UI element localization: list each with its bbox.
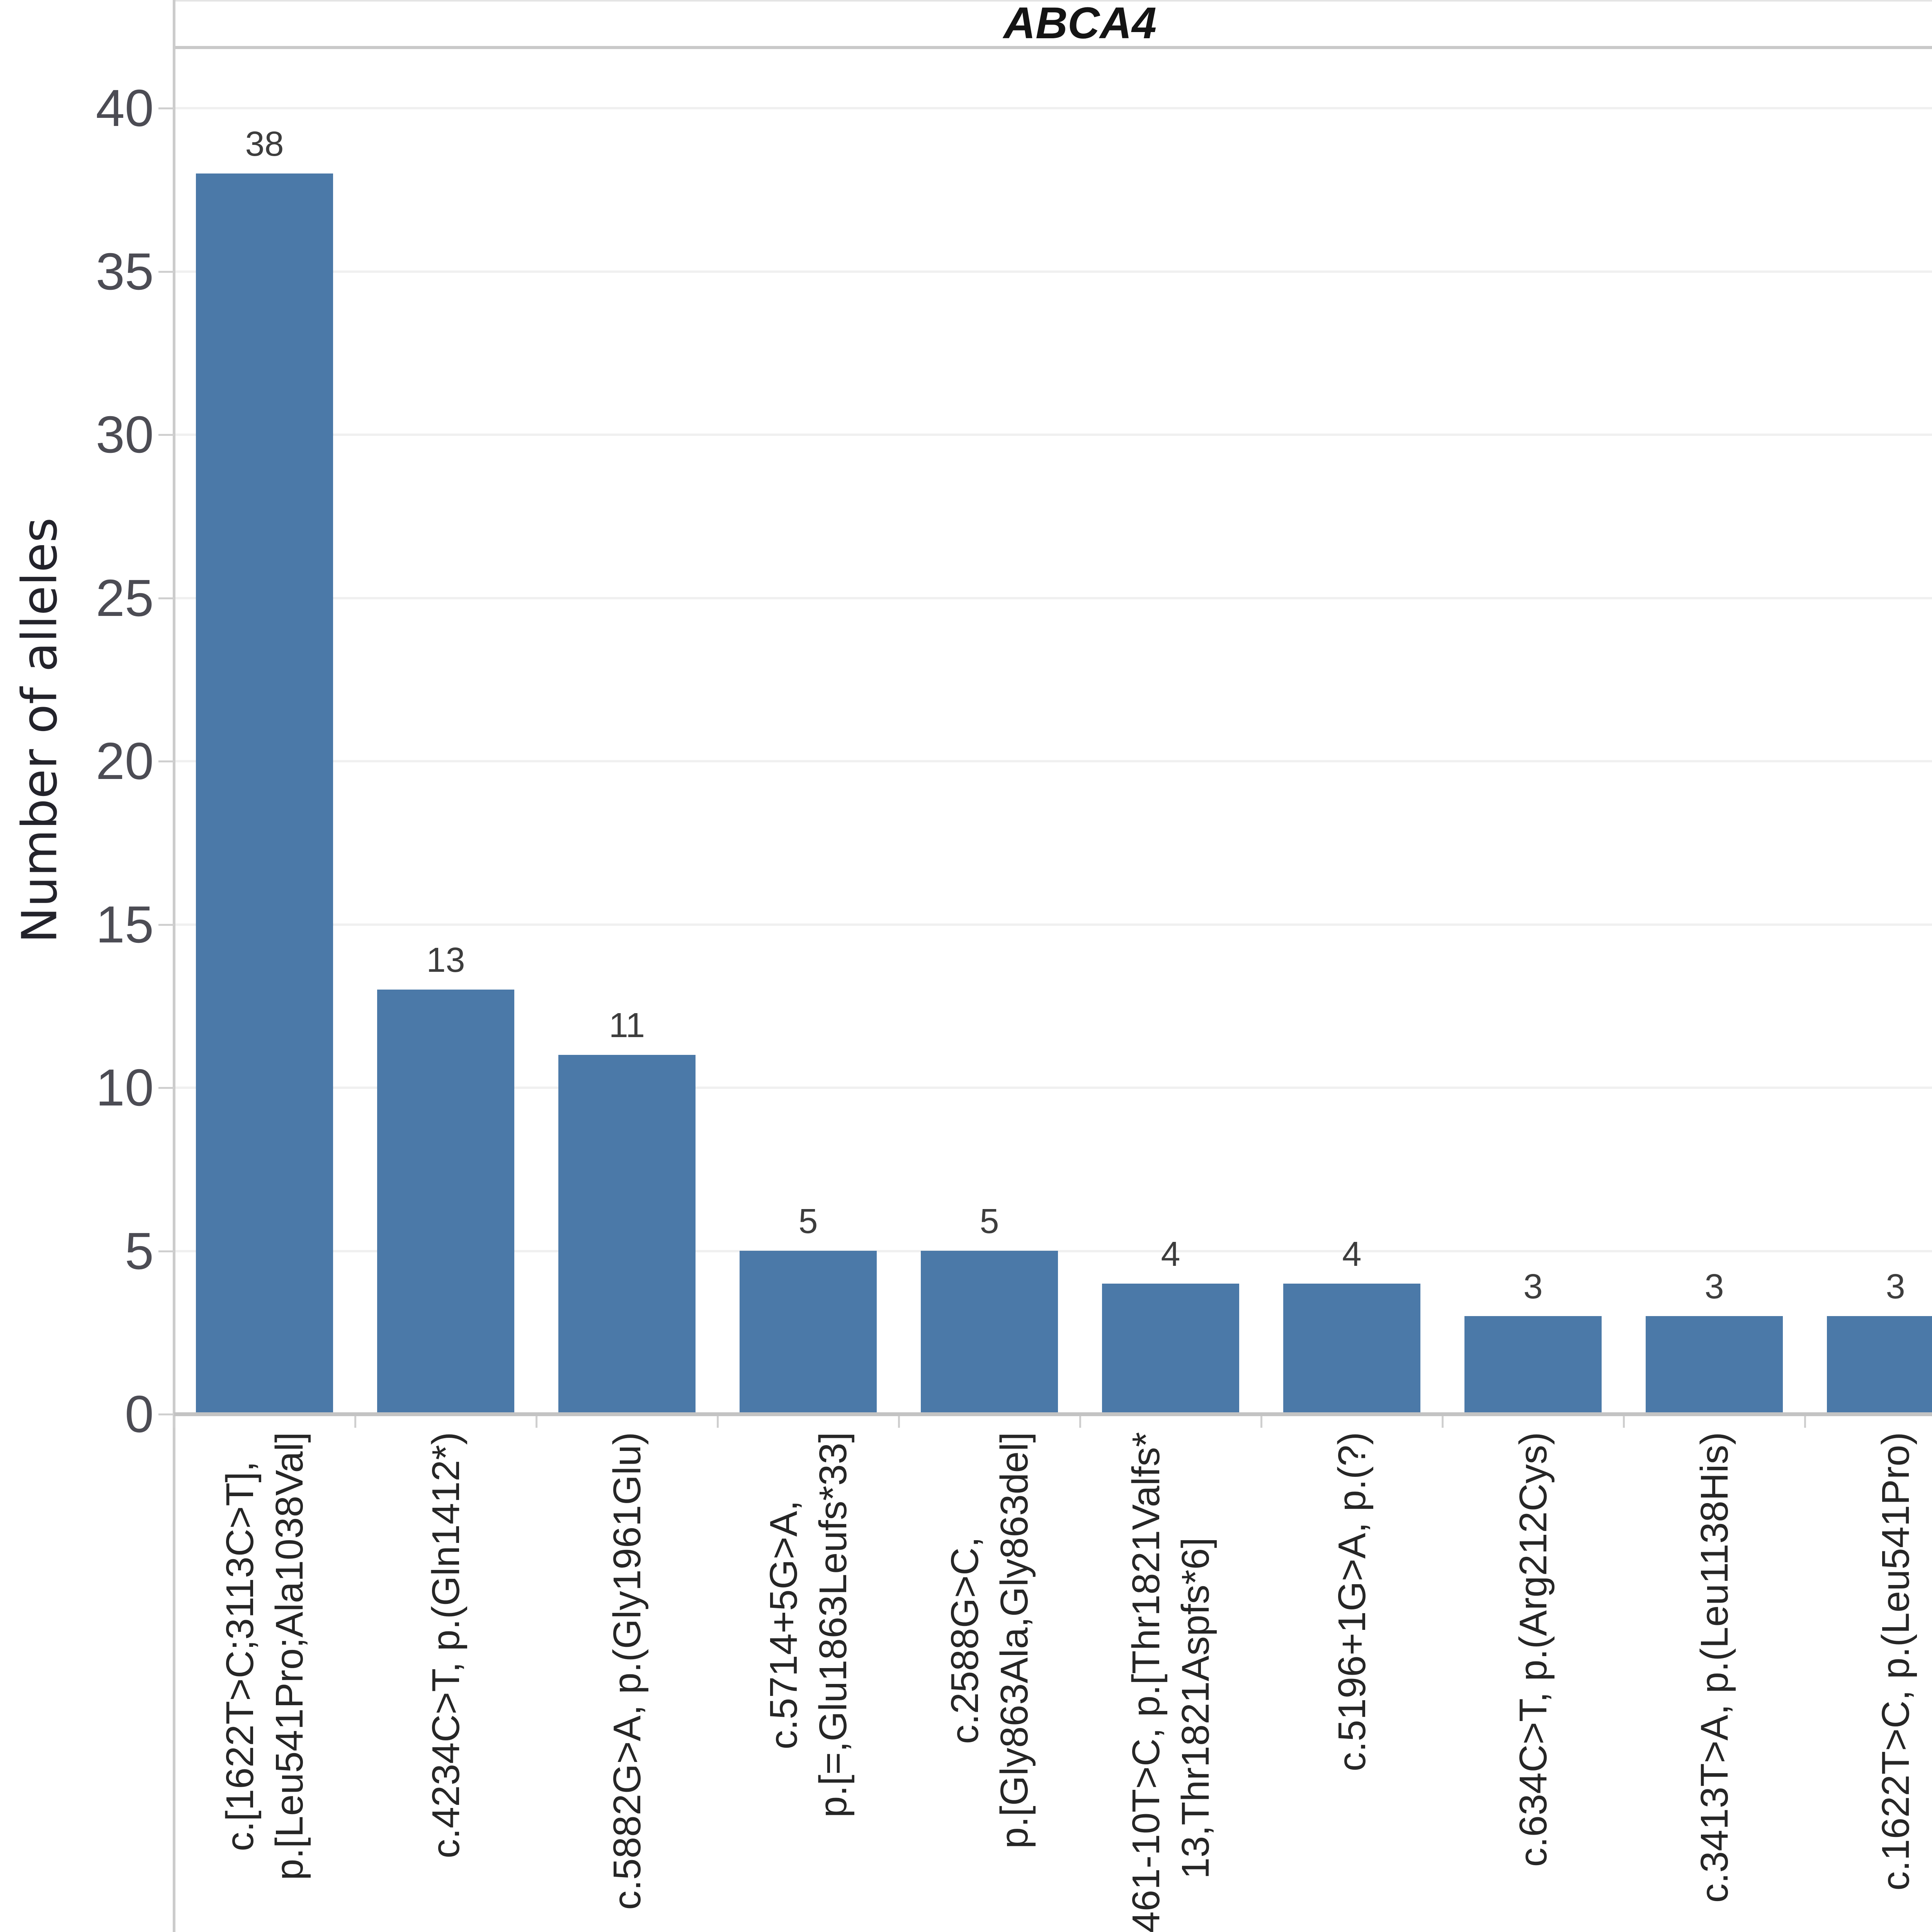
x-tick-mark [173, 1416, 175, 1428]
y-tick-mark-0 [158, 1413, 174, 1415]
y-tick-mark-15 [158, 923, 174, 926]
y-tick-mark-35 [158, 270, 174, 273]
y-tick-label-40: 40 [95, 79, 154, 137]
bar-abca4-3[interactable] [740, 1251, 877, 1414]
gridline-40 [174, 107, 1932, 109]
x-axis-label-line: c.3413T>A, p.(Leu1138His) [1692, 1432, 1736, 1903]
x-axis-label: c.5196+1G>A, p.(?) [1327, 1432, 1377, 1771]
bar-abca4-4[interactable] [921, 1251, 1058, 1414]
x-axis-label-line: c.4234C>T, p.(Gln1412*) [424, 1432, 468, 1859]
header-separator-line [174, 46, 1932, 49]
x-axis-label-line: c.5196+1G>A, p.(?) [1330, 1432, 1374, 1772]
bar-abca4-9[interactable] [1827, 1316, 1932, 1414]
bar-value-label: 5 [980, 1202, 999, 1241]
gridline-15 [174, 923, 1932, 926]
gridline-20 [174, 760, 1932, 762]
x-axis-label-line: c.5461-10T>C, p.[Thr1821Valfs* [1124, 1432, 1168, 1932]
chart-top-border [174, 0, 1932, 2]
bar-value-label: 5 [798, 1202, 818, 1241]
x-tick-mark [1804, 1416, 1806, 1428]
bar-value-label: 4 [1342, 1235, 1362, 1274]
x-tick-mark [717, 1416, 719, 1428]
x-axis-label-line: c.1622T>C, p.(Leu541Pro) [1874, 1432, 1917, 1891]
y-axis-line [173, 0, 175, 1932]
x-tick-mark [898, 1416, 900, 1428]
x-axis-label-line: c.634C>T, p.(Arg212Cys) [1511, 1432, 1555, 1867]
bar-abca4-7[interactable] [1464, 1316, 1602, 1414]
x-tick-mark [1260, 1416, 1262, 1428]
x-axis-label-line: 13,Thr1821Aspfs*6] [1173, 1537, 1217, 1879]
gridline-25 [174, 597, 1932, 599]
bar-abca4-6[interactable] [1283, 1284, 1420, 1414]
bar-abca4-5[interactable] [1102, 1284, 1239, 1414]
x-tick-mark [1623, 1416, 1625, 1428]
y-tick-mark-40 [158, 107, 174, 109]
x-axis-label-line: p.[Gly863Ala,Gly863del] [992, 1432, 1036, 1849]
x-axis-label: c.4234C>T, p.(Gln1412*) [421, 1432, 471, 1858]
y-tick-label-5: 5 [124, 1221, 154, 1280]
x-axis-label-line: c.5714+5G>A, [762, 1500, 805, 1750]
x-axis-label: c.5714+5G>A, p.[=,Glu1863Leufs*33] [759, 1432, 858, 1818]
y-tick-mark-20 [158, 760, 174, 762]
y-tick-label-15: 15 [95, 895, 154, 954]
y-tick-label-0: 0 [124, 1385, 154, 1443]
y-tick-mark-25 [158, 597, 174, 599]
y-tick-mark-10 [158, 1087, 174, 1089]
y-tick-label-30: 30 [95, 405, 154, 464]
y-tick-label-20: 20 [95, 732, 154, 790]
x-tick-mark [536, 1416, 537, 1428]
x-axis-label: c.[1622T>C;3113C>T], p.[Leu541Pro;Ala1038… [215, 1432, 314, 1880]
bar-value-label: 3 [1523, 1267, 1543, 1306]
x-axis-label: c.5882G>A, p.(Gly1961Glu) [602, 1432, 652, 1910]
x-axis-label: c.3413T>A, p.(Leu1138His) [1690, 1432, 1739, 1903]
bar-abca4-0[interactable] [196, 173, 333, 1414]
gridline-30 [174, 434, 1932, 436]
x-tick-mark [1442, 1416, 1444, 1428]
bar-value-label: 3 [1886, 1267, 1905, 1306]
x-axis-label: c.1622T>C, p.(Leu541Pro) [1871, 1432, 1920, 1891]
x-axis-label-line: c.[1622T>C;3113C>T], [218, 1461, 262, 1851]
x-axis-label: c.2588G>C, p.[Gly863Ala,Gly863del] [940, 1432, 1039, 1849]
y-tick-label-35: 35 [95, 242, 154, 301]
x-axis-label: c.5461-10T>C, p.[Thr1821Valfs* 13,Thr1821… [1121, 1432, 1220, 1932]
x-axis-label-line: p.[Leu541Pro;Ala1038Val] [267, 1432, 311, 1881]
x-axis-label: c.634C>T, p.(Arg212Cys) [1509, 1432, 1558, 1867]
bar-value-label: 3 [1704, 1267, 1724, 1306]
bar-abca4-8[interactable] [1646, 1316, 1783, 1414]
gridline-10 [174, 1087, 1932, 1089]
y-tick-mark-30 [158, 434, 174, 436]
x-axis-label-line: p.[=,Glu1863Leufs*33] [811, 1432, 855, 1818]
x-tick-mark [1079, 1416, 1081, 1428]
x-axis-label-line: c.5882G>A, p.(Gly1961Glu) [605, 1432, 649, 1910]
y-tick-label-10: 10 [95, 1058, 154, 1117]
gene-header-abca4: ABCA4 [1003, 0, 1157, 48]
bar-value-label: 38 [245, 125, 284, 163]
bar-value-label: 4 [1161, 1235, 1180, 1274]
y-tick-label-25: 25 [95, 568, 154, 627]
x-axis-baseline [174, 1412, 1932, 1416]
x-axis-label-line: c.2588G>C, [943, 1537, 986, 1744]
gridline-35 [174, 270, 1932, 273]
x-tick-mark [354, 1416, 356, 1428]
y-tick-mark-5 [158, 1250, 174, 1252]
bar-abca4-1[interactable] [377, 990, 514, 1414]
bar-value-label: 13 [426, 941, 465, 980]
bar-abca4-2[interactable] [558, 1055, 696, 1414]
bar-value-label: 11 [609, 1006, 645, 1045]
